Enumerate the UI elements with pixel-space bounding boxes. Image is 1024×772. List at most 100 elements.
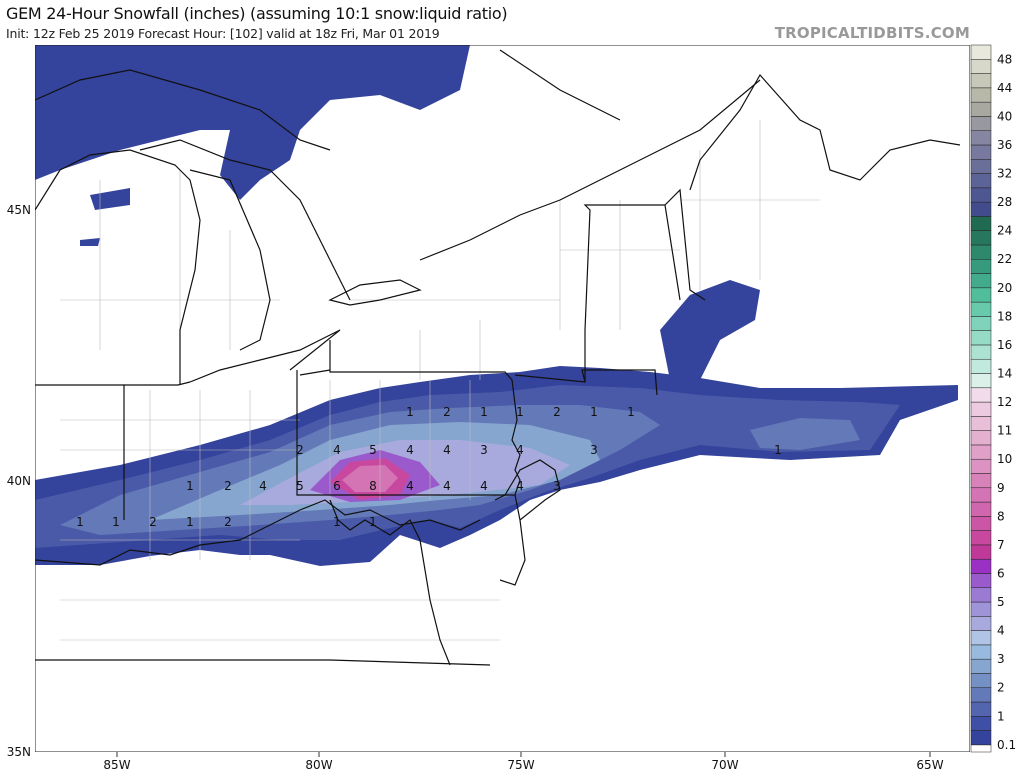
colorbar-label: 1 [997, 709, 1005, 723]
colorbar-swatch [970, 716, 992, 731]
contour-label: 4 [516, 479, 524, 493]
colorbar-swatch [970, 116, 992, 131]
colorbar-swatch [970, 587, 992, 603]
colorbar-swatch [970, 73, 992, 89]
colorbar-label: 6 [997, 566, 1005, 580]
colorbar-swatch [970, 416, 992, 431]
colorbar-label: 16 [997, 338, 1012, 352]
colorbar-swatch [970, 173, 992, 189]
colorbar-swatch [970, 744, 992, 753]
colorbar-swatch [970, 473, 992, 489]
colorbar-swatch [970, 701, 992, 717]
brand-watermark: TROPICALTIDBITS.COM [774, 24, 970, 42]
colorbar-label: 44 [997, 81, 1012, 95]
contour-label: 3 [553, 479, 561, 493]
contour-label: 2 [149, 515, 157, 529]
contour-label: 4 [406, 479, 414, 493]
contour-label: 1 [590, 405, 598, 419]
latitude-axis: 45N 40N 35N [7, 203, 31, 759]
colorbar-swatch [970, 144, 992, 160]
contour-label: 3 [590, 443, 598, 457]
contour-label: 1 [774, 443, 782, 457]
colorbar-label: 20 [997, 281, 1012, 295]
contour-label: 1 [480, 405, 488, 419]
lon-label: 75W [507, 758, 534, 772]
contour-label: 2 [553, 405, 561, 419]
lat-label: 40N [7, 474, 31, 488]
colorbar-label: 4 [997, 624, 1005, 638]
contour-label: 1 [76, 515, 84, 529]
colorbar-swatch [970, 187, 992, 203]
contour-label: 1 [627, 405, 635, 419]
colorbar-swatch [970, 687, 992, 703]
colorbar-swatch [970, 316, 992, 331]
contour-label: 2 [224, 479, 232, 493]
colorbar-swatch [970, 101, 992, 117]
colorbar-label: 14 [997, 367, 1012, 381]
contour-label: 5 [296, 479, 304, 493]
contour-label: 4 [516, 443, 524, 457]
contour-label: 4 [406, 443, 414, 457]
colorbar-swatch [970, 130, 992, 146]
colorbar-swatch [970, 601, 992, 617]
colorbar-label: 48 [997, 52, 1012, 66]
colorbar-label: 40 [997, 109, 1012, 123]
colorbar-label: 10 [997, 452, 1012, 466]
contour-label: 2 [443, 405, 451, 419]
colorbar-label: 28 [997, 195, 1012, 209]
colorbar-swatch [970, 487, 992, 503]
colorbar-label: 24 [997, 224, 1012, 238]
colorbar-swatch [970, 401, 992, 417]
colorbar-label: 11 [997, 424, 1012, 438]
contour-label: 2 [296, 443, 304, 457]
contour-label: 1 [186, 479, 194, 493]
lat-label: 45N [7, 203, 31, 217]
lon-label: 85W [103, 758, 130, 772]
colorbar-swatch [970, 644, 992, 660]
contour-label: 4 [443, 479, 451, 493]
colorbar-swatch [970, 673, 992, 688]
lat-label: 35N [7, 745, 31, 759]
map-title: GEM 24-Hour Snowfall (inches) (assuming … [6, 4, 508, 23]
contour-label: 1 [112, 515, 120, 529]
colorbar-swatch [970, 201, 992, 217]
colorbar-label: 32 [997, 167, 1012, 181]
contour-label: 1 [406, 405, 414, 419]
colorbar-swatch [970, 616, 992, 631]
colorbar-swatch [970, 658, 992, 674]
colorbar-swatch [970, 358, 992, 374]
colorbar-swatch [970, 258, 992, 274]
lon-label: 80W [305, 758, 332, 772]
colorbar-label: 3 [997, 652, 1005, 666]
colorbar-swatch [970, 230, 992, 246]
contour-label: 3 [480, 443, 488, 457]
colorbar-swatch [970, 44, 992, 60]
colorbar-swatch [970, 573, 992, 588]
colorbar-swatch [970, 344, 992, 360]
contour-label: 8 [369, 479, 377, 493]
colorbar-swatch [970, 558, 992, 574]
colorbar-swatch [970, 59, 992, 74]
contour-label: 5 [369, 443, 377, 457]
contour-label: 4 [333, 443, 341, 457]
colorbar-label: 8 [997, 509, 1005, 523]
colorbar-swatch [970, 159, 992, 174]
colorbar-swatch [970, 301, 992, 317]
county-lines [60, 120, 820, 641]
colorbar-swatch [970, 87, 992, 103]
contour-label: 4 [480, 479, 488, 493]
lon-label: 70W [711, 758, 738, 772]
longitude-axis: 85W 80W 75W 70W 65W [103, 752, 944, 772]
colorbar-swatch [970, 630, 992, 646]
contour-label: 1 [333, 515, 341, 529]
colorbar-swatch [970, 530, 992, 546]
colorbar-swatch [970, 373, 992, 389]
colorbar-swatch [970, 387, 992, 403]
contour-label: 1 [516, 405, 524, 419]
contour-label: 6 [333, 479, 341, 493]
colorbar-swatch [970, 273, 992, 289]
colorbar-swatch [970, 216, 992, 231]
colorbar-label: 9 [997, 481, 1005, 495]
colorbar-label: 36 [997, 138, 1012, 152]
